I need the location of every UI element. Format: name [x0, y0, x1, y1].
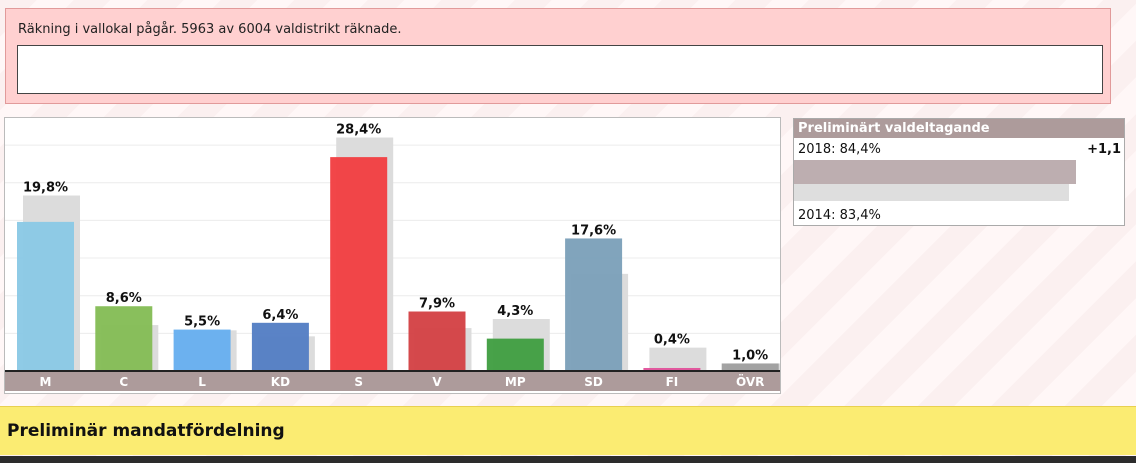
results-bar-chart: 19,8% 8,6% 5,5% 6,4% 28,4% 7,9% 4,3% 17,6% 0,4% 1…	[5, 123, 780, 391]
bar-label-SD: 17,6%	[571, 223, 616, 238]
bar-L[interactable]	[173, 329, 231, 371]
tick-label-MP: MP	[505, 375, 526, 389]
turnout-current-label: 2018: 84,4%	[798, 142, 881, 157]
bar-label-KD: 6,4%	[262, 308, 298, 323]
turnout-previous-label: 2014: 83,4%	[798, 208, 881, 223]
tick-label-C: C	[119, 375, 128, 389]
bar-S[interactable]	[330, 157, 388, 371]
bar-label-ÖVR: 1,0%	[732, 348, 768, 363]
current-result-bars	[17, 157, 779, 371]
tick-label-M: M	[40, 375, 52, 389]
tick-label-V: V	[432, 375, 442, 389]
bar-label-C: 8,6%	[106, 291, 142, 306]
bar-ÖVR[interactable]	[721, 363, 779, 371]
tick-label-ÖVR: ÖVR	[736, 374, 764, 389]
bottom-strip	[0, 456, 1136, 463]
bar-value-labels: 19,8% 8,6% 5,5% 6,4% 28,4% 7,9% 4,3% 17,6% 0,4% 1…	[23, 123, 768, 364]
turnout-panel: Preliminärt valdeltagande 2018: 84,4% +1…	[793, 118, 1125, 226]
axis-band	[5, 371, 780, 391]
bar-MP[interactable]	[486, 338, 544, 371]
bar-label-S: 28,4%	[336, 123, 381, 138]
bar-label-L: 5,5%	[184, 315, 220, 330]
bar-KD[interactable]	[251, 322, 309, 371]
tick-label-SD: SD	[584, 375, 603, 389]
bar-label-M: 19,8%	[23, 181, 68, 196]
tick-label-L: L	[198, 375, 206, 389]
tick-label-FI: FI	[666, 375, 679, 389]
mandate-section-header[interactable]: Preliminär mandatfördelning	[0, 406, 1136, 455]
bar-FI-previous	[649, 347, 707, 371]
mandate-title: Preliminär mandatfördelning	[7, 421, 285, 441]
status-panel: Räkning i vallokal pågår. 5963 av 6004 v…	[5, 8, 1111, 104]
results-chart-panel: 19,8% 8,6% 5,5% 6,4% 28,4% 7,9% 4,3% 17,6% 0,4% 1…	[4, 117, 781, 394]
turnout-diff-label: +1,1	[1087, 142, 1121, 157]
bar-C[interactable]	[95, 306, 153, 371]
bar-V[interactable]	[408, 311, 466, 371]
bar-label-MP: 4,3%	[497, 304, 533, 319]
bar-label-FI: 0,4%	[654, 333, 690, 348]
bar-SD[interactable]	[565, 238, 623, 371]
bar-FI[interactable]	[643, 367, 701, 371]
tick-label-KD: KD	[271, 375, 290, 389]
status-input-box[interactable]	[17, 45, 1103, 94]
bar-M[interactable]	[17, 221, 74, 371]
party-axis: M C L KD S V MP SD FI ÖVR	[5, 370, 780, 391]
turnout-title: Preliminärt valdeltagande	[794, 119, 1124, 138]
bar-label-V: 7,9%	[419, 297, 455, 312]
tick-label-S: S	[354, 375, 363, 389]
turnout-current-bar	[794, 160, 1076, 184]
count-status-text: Räkning i vallokal pågår. 5963 av 6004 v…	[18, 22, 402, 37]
